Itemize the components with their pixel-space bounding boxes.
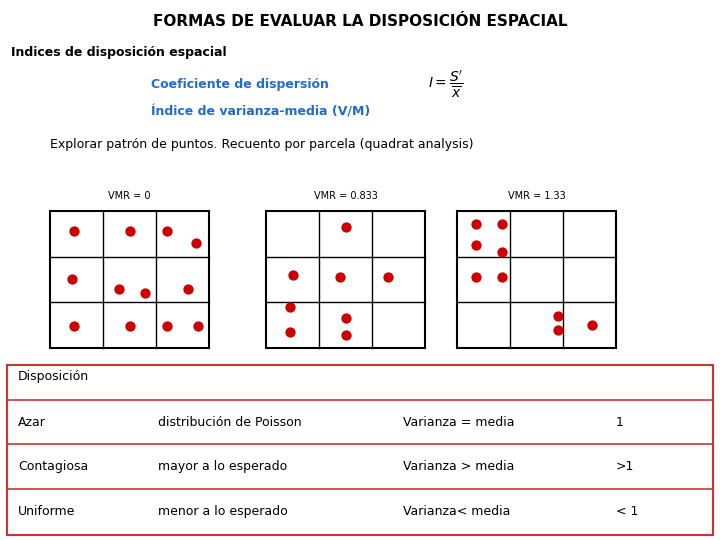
Text: >1: >1 (616, 460, 634, 474)
Text: distribución de Poisson: distribución de Poisson (158, 415, 302, 429)
Text: Varianza = media: Varianza = media (403, 415, 515, 429)
Bar (7, 364, 713, 535)
Text: VMR = 1.33: VMR = 1.33 (508, 191, 565, 201)
Text: $I = \dfrac{S^{\prime}}{\overline{x}}$: $I = \dfrac{S^{\prime}}{\overline{x}}$ (428, 68, 464, 99)
Text: Varianza > media: Varianza > media (403, 460, 515, 474)
Text: 1: 1 (616, 415, 624, 429)
Point (470, 241, 482, 249)
Point (68, 322, 80, 330)
Point (113, 284, 125, 293)
Point (124, 227, 135, 235)
Text: VMR = 0.833: VMR = 0.833 (314, 191, 377, 201)
Text: Contagiosa: Contagiosa (18, 460, 89, 474)
Point (68, 227, 80, 235)
Text: Índice de varianza-media (V/M): Índice de varianza-media (V/M) (151, 105, 371, 118)
Text: Varianza< media: Varianza< media (403, 505, 510, 518)
Point (552, 312, 563, 321)
Text: Azar: Azar (18, 415, 46, 429)
Point (340, 330, 351, 339)
Text: mayor a lo esperado: mayor a lo esperado (158, 460, 288, 474)
Point (470, 220, 482, 229)
Point (340, 222, 351, 231)
Bar (50, 211, 209, 348)
Point (161, 322, 172, 330)
Text: menor a lo esperado: menor a lo esperado (158, 505, 288, 518)
Point (192, 322, 204, 330)
Point (470, 273, 482, 281)
Point (382, 273, 394, 281)
Point (161, 227, 172, 235)
Bar (457, 211, 616, 348)
Point (586, 321, 598, 329)
Point (124, 322, 135, 330)
Text: Indices de disposición espacial: Indices de disposición espacial (11, 46, 226, 59)
Text: Uniforme: Uniforme (18, 505, 76, 518)
Bar (266, 211, 425, 348)
Point (552, 326, 563, 334)
Point (287, 271, 299, 279)
Point (496, 220, 508, 229)
Text: VMR = 0: VMR = 0 (108, 191, 151, 201)
Point (496, 247, 508, 256)
Text: Explorar patrón de puntos. Recuento por parcela (quadrat analysis): Explorar patrón de puntos. Recuento por … (50, 138, 474, 151)
Point (66, 275, 77, 284)
Point (335, 273, 346, 281)
Text: < 1: < 1 (616, 505, 638, 518)
Point (284, 302, 296, 311)
Text: Coeficiente de dispersión: Coeficiente de dispersión (151, 78, 329, 91)
Point (284, 328, 296, 336)
Text: FORMAS DE EVALUAR LA DISPOSICIÓN ESPACIAL: FORMAS DE EVALUAR LA DISPOSICIÓN ESPACIA… (153, 14, 567, 29)
Point (496, 273, 508, 281)
Point (190, 239, 202, 247)
Point (340, 314, 351, 323)
Point (140, 289, 151, 298)
Text: Disposición: Disposición (18, 370, 89, 383)
Point (182, 284, 194, 293)
